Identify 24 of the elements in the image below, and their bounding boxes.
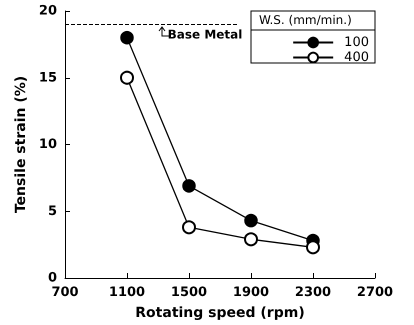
point xyxy=(306,240,320,254)
legend-title: W.S. (mm/min.) xyxy=(259,13,352,27)
point xyxy=(182,179,196,193)
x-tick-label: 1500 xyxy=(170,285,208,300)
legend-label: 100 xyxy=(344,35,370,50)
point xyxy=(244,214,258,228)
y-axis-title: Tensile strain (%) xyxy=(13,76,30,214)
y-tick-label: 10 xyxy=(38,137,57,152)
x-tick-label: 1900 xyxy=(232,285,270,300)
y-tick-label: 20 xyxy=(38,4,57,18)
point xyxy=(120,30,134,44)
x-tick-label: 2700 xyxy=(356,285,394,300)
x-tick-label: 700 xyxy=(51,285,79,300)
point xyxy=(120,70,134,85)
legend-label: 400 xyxy=(344,50,370,65)
x-tick-label: 1100 xyxy=(108,285,146,300)
x-axis-title: Rotating speed (rpm) xyxy=(135,305,305,321)
y-tick-label: 0 xyxy=(48,270,57,286)
point xyxy=(244,232,258,246)
point xyxy=(182,220,196,234)
ref-line-label: Base Metal xyxy=(168,27,242,42)
y-tick-label: 15 xyxy=(38,70,57,86)
y-tick-label: 5 xyxy=(48,204,57,219)
x-tick-label: 2300 xyxy=(294,285,332,300)
